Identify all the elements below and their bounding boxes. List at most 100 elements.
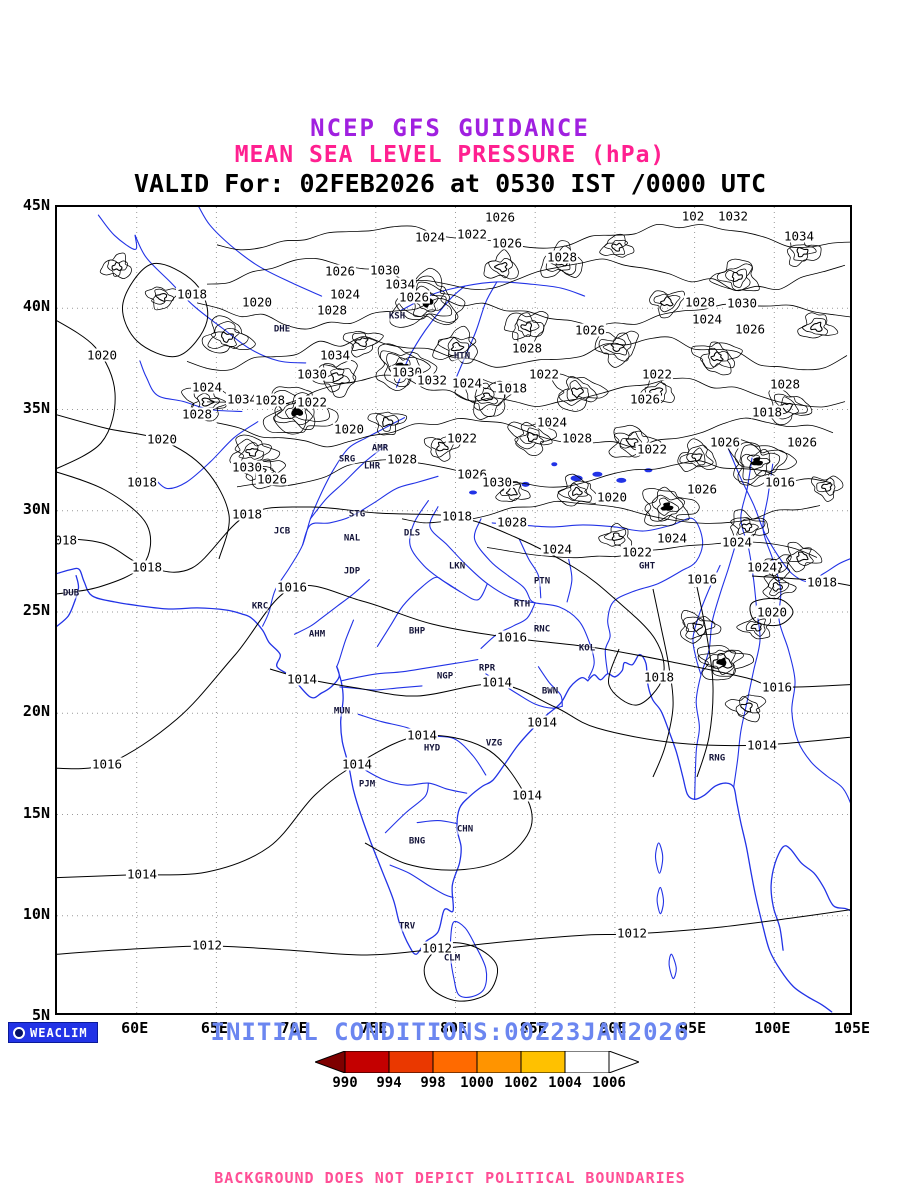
city-label: HTN <box>453 351 471 362</box>
city-label: BNG <box>408 836 426 847</box>
city-label: SRG <box>338 454 356 465</box>
lat-tick-label: 20N <box>22 702 50 721</box>
contour-label: 1024 <box>413 229 447 245</box>
colorbar-tick-label: 994 <box>376 1075 402 1091</box>
contour-label: 1018 <box>230 506 264 522</box>
lon-tick-label: 95E <box>679 1019 707 1037</box>
lat-tick-label: 15N <box>22 803 50 822</box>
contour-label: 1026 <box>397 289 431 305</box>
city-label: TRV <box>398 921 416 932</box>
background-disclaimer-text: BACKGROUND DOES NOT DEPICT POLITICAL BOU… <box>214 1169 686 1187</box>
city-label: RNC <box>533 624 551 635</box>
city-label: LHR <box>363 461 381 472</box>
lon-tick-label: 100E <box>754 1019 791 1037</box>
city-label: DLS <box>403 528 421 539</box>
city-label: KSH <box>388 311 406 322</box>
contour-label-layer: 1026 1022 1024 1026 102 1032 1034 1028 1026 1030 1… <box>57 207 850 1013</box>
contour-label: 1020 <box>332 421 366 437</box>
city-label: PJM <box>358 779 376 790</box>
contour-label: 1020 <box>240 294 274 310</box>
contour-label: 1018 <box>175 286 209 302</box>
lat-tick-label: 40N <box>22 297 50 316</box>
contour-label: 1028 <box>510 340 544 356</box>
contour-label: 1014 <box>480 674 514 690</box>
contour-label: 1016 <box>685 571 719 587</box>
contour-label: 1018 <box>57 533 79 547</box>
contour-label: 1012 <box>190 937 224 953</box>
city-label: RNG <box>708 753 726 764</box>
map-plot-area: 1026 1022 1024 1026 102 1032 1034 1028 1026 1030 1… <box>55 205 852 1015</box>
contour-label: 1020 <box>145 431 179 447</box>
contour-label: 1024 <box>450 375 484 391</box>
contour-label: 1014 <box>340 756 374 772</box>
contour-label: 1026 <box>685 481 719 497</box>
contour-label: 1016 <box>760 679 794 695</box>
contour-label: 1026 <box>733 321 767 337</box>
colorbar-tick-label: 1004 <box>548 1075 582 1091</box>
contour-label: 1016 <box>495 629 529 645</box>
contour-label: 1018 <box>805 574 839 590</box>
lat-tick-label: 25N <box>22 601 50 619</box>
contour-label: 1014 <box>525 714 559 730</box>
initial-conditions-text: INITIAL CONDITIONS:00Z23JAN2026 <box>210 1018 690 1046</box>
colorbar-tick-label: 990 <box>332 1075 358 1091</box>
city-label: AHM <box>308 629 326 640</box>
lon-tick-label: 105E <box>833 1019 871 1037</box>
contour-label: 1024 <box>535 414 569 430</box>
city-label: NAL <box>343 533 361 544</box>
city-label: HYD <box>423 743 441 754</box>
contour-label: 1030 <box>480 474 514 490</box>
city-label: BHP <box>408 626 426 637</box>
lat-tick-label: 45N <box>22 196 50 214</box>
contour-label: 1026 <box>785 434 819 450</box>
contour-label: 1028 <box>495 514 529 530</box>
city-label: CLM <box>443 953 461 964</box>
lon-tick-label: 60E <box>121 1019 149 1037</box>
contour-label: 1026 <box>628 391 662 407</box>
contour-label: 1024 <box>655 530 689 546</box>
contour-label: 1026 <box>323 263 357 279</box>
contour-label: 1026 <box>490 235 524 251</box>
contour-label: 1012 <box>420 940 454 956</box>
contour-label: 1028 <box>253 392 287 408</box>
contour-label: 1028 <box>315 302 349 318</box>
lon-tick-label: 75E <box>360 1019 388 1037</box>
colorbar-tick-label: 998 <box>420 1075 446 1091</box>
city-label-layer: DHE KSH HTN SRG AMR LHR STG NAL DLS JCB JDP LKN PTN G… <box>57 207 850 1013</box>
contour-label: 1020 <box>595 489 629 505</box>
colorbar-tick-label: 1006 <box>592 1075 626 1091</box>
contour-label: 1022 <box>527 366 561 382</box>
city-label: JCB <box>273 526 291 537</box>
contour-label: 1018 <box>750 404 784 420</box>
contour-label: 1032 <box>716 208 750 224</box>
city-label: RPR <box>478 663 496 674</box>
contour-label: 1028 <box>768 376 802 392</box>
contour-label: 1024 <box>190 379 224 395</box>
weaclim-logo-label: WEACLIM <box>30 1025 88 1040</box>
contour-label: 1030 <box>725 295 759 311</box>
lon-tick-label: 80E <box>439 1019 468 1037</box>
city-label: JDP <box>343 566 361 577</box>
city-label: KOL <box>578 643 596 654</box>
city-label: LKN <box>448 561 466 572</box>
city-label: KRC <box>251 601 269 612</box>
city-label: VZG <box>485 738 503 749</box>
city-label: NGP <box>436 671 454 682</box>
contour-label: 1024 <box>745 559 779 575</box>
contour-label: 1014 <box>405 727 439 743</box>
city-label: DUB <box>62 588 80 599</box>
contour-label: 1020 <box>755 604 789 620</box>
contour-label: 1028 <box>385 451 419 467</box>
city-label: DHE <box>273 324 291 335</box>
contour-label: 1018 <box>440 508 474 524</box>
contour-label: 1022 <box>455 226 489 242</box>
contour-label: 1020 <box>85 347 119 363</box>
city-label: BWN <box>541 686 559 697</box>
contour-label: 1022 <box>620 544 654 560</box>
weaclim-logo-icon <box>13 1026 25 1039</box>
contour-label: 1034 <box>225 391 259 407</box>
contour-label: 1030 <box>230 459 264 475</box>
city-label: RTH <box>513 599 531 610</box>
contour-label: 1034 <box>318 347 352 363</box>
